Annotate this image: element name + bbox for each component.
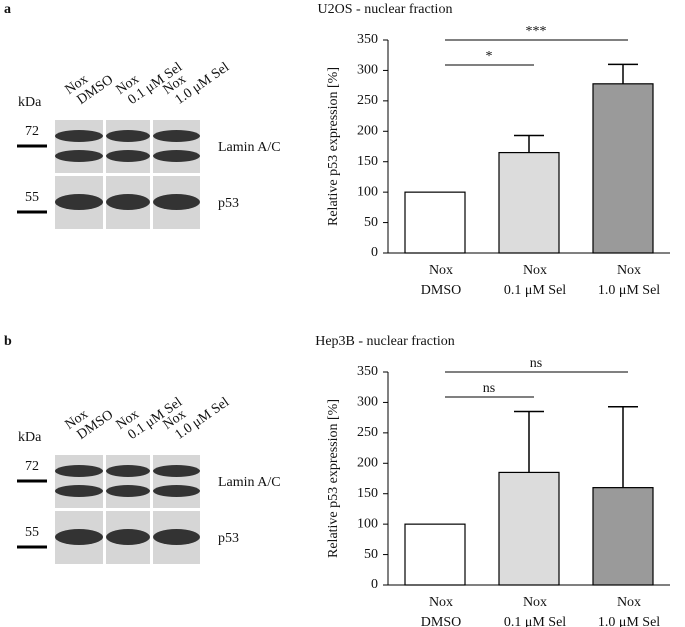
error-bar: [608, 63, 638, 84]
significance-label: ns: [530, 356, 542, 371]
error-bar: [514, 410, 544, 473]
x-tick-label: DMSO: [421, 283, 461, 298]
y-tick-label: 300: [357, 63, 378, 78]
blot-lane: [153, 455, 200, 508]
blot-band: [55, 465, 103, 477]
y-axis-label: Relative p53 expression [%]: [326, 399, 341, 558]
significance-label: ***: [526, 24, 547, 39]
x-tick-label: Nox: [523, 263, 547, 278]
error-bar: [514, 134, 544, 153]
bar: [498, 471, 560, 586]
x-tick-label: 1.0 μM Sel: [598, 283, 660, 298]
bar: [592, 83, 654, 254]
blot-band: [106, 194, 150, 210]
y-tick-label: 300: [357, 395, 378, 410]
y-tick-label: 350: [357, 364, 378, 379]
blot-band: [153, 194, 200, 210]
blot-band: [153, 485, 200, 497]
y-tick-label: 350: [357, 32, 378, 47]
bar: [498, 151, 560, 254]
blot-lane: [153, 120, 200, 173]
panel-label: b: [4, 334, 12, 349]
chart-title: U2OS - nuclear fraction: [318, 2, 453, 17]
blot-lane: [55, 120, 103, 173]
bar: [592, 487, 654, 586]
blot-band: [55, 529, 103, 545]
y-tick-label: 250: [357, 425, 378, 440]
y-tick-label: 50: [364, 547, 378, 562]
blot-band: [55, 194, 103, 210]
blot-protein: Lamin A/C: [218, 475, 281, 490]
x-tick-label: DMSO: [421, 615, 461, 627]
x-tick-label: 0.1 μM Sel: [504, 615, 566, 627]
y-tick-label: 0: [371, 245, 378, 260]
x-tick-label: Nox: [429, 595, 453, 610]
y-tick-label: 100: [357, 516, 378, 531]
significance-label: *: [486, 49, 493, 64]
blot-band: [153, 529, 200, 545]
blot-marker: 55: [25, 190, 39, 205]
blot-lane: [106, 455, 150, 508]
blot-marker: 72: [25, 459, 39, 474]
blot-unit: kDa: [18, 95, 42, 110]
blot-lane: [106, 120, 150, 173]
significance-label: ns: [483, 381, 495, 396]
blot-band: [55, 485, 103, 497]
blot-band: [153, 150, 200, 162]
y-tick-label: 150: [357, 486, 378, 501]
x-tick-label: Nox: [617, 263, 641, 278]
x-tick-label: Nox: [617, 595, 641, 610]
blot-band: [153, 465, 200, 477]
y-tick-label: 200: [357, 124, 378, 139]
blot-protein: Lamin A/C: [218, 140, 281, 155]
blot-band: [106, 130, 150, 142]
blot-band: [106, 529, 150, 545]
y-tick-label: 150: [357, 154, 378, 169]
blot-unit: kDa: [18, 430, 42, 445]
blot-protein: p53: [218, 531, 239, 546]
blot-band: [106, 150, 150, 162]
blot-marker: 55: [25, 525, 39, 540]
blot-band: [106, 485, 150, 497]
blot-band: [55, 150, 103, 162]
blot-band: [106, 465, 150, 477]
blot-protein: p53: [218, 196, 239, 211]
y-tick-label: 200: [357, 456, 378, 471]
blot-band: [55, 130, 103, 142]
blot-lane: [55, 455, 103, 508]
chart-title: Hep3B - nuclear fraction: [315, 334, 455, 349]
error-bar: [608, 405, 638, 488]
bar: [404, 191, 466, 254]
blot-band: [153, 130, 200, 142]
bar: [404, 523, 466, 586]
blot-marker: 72: [25, 124, 39, 139]
y-tick-label: 0: [371, 577, 378, 592]
y-axis-label: Relative p53 expression [%]: [326, 67, 341, 226]
y-tick-label: 100: [357, 184, 378, 199]
y-tick-label: 50: [364, 215, 378, 230]
x-tick-label: 1.0 μM Sel: [598, 615, 660, 627]
panel-label: a: [4, 2, 11, 17]
x-tick-label: Nox: [429, 263, 453, 278]
y-tick-label: 250: [357, 93, 378, 108]
x-tick-label: 0.1 μM Sel: [504, 283, 566, 298]
x-tick-label: Nox: [523, 595, 547, 610]
